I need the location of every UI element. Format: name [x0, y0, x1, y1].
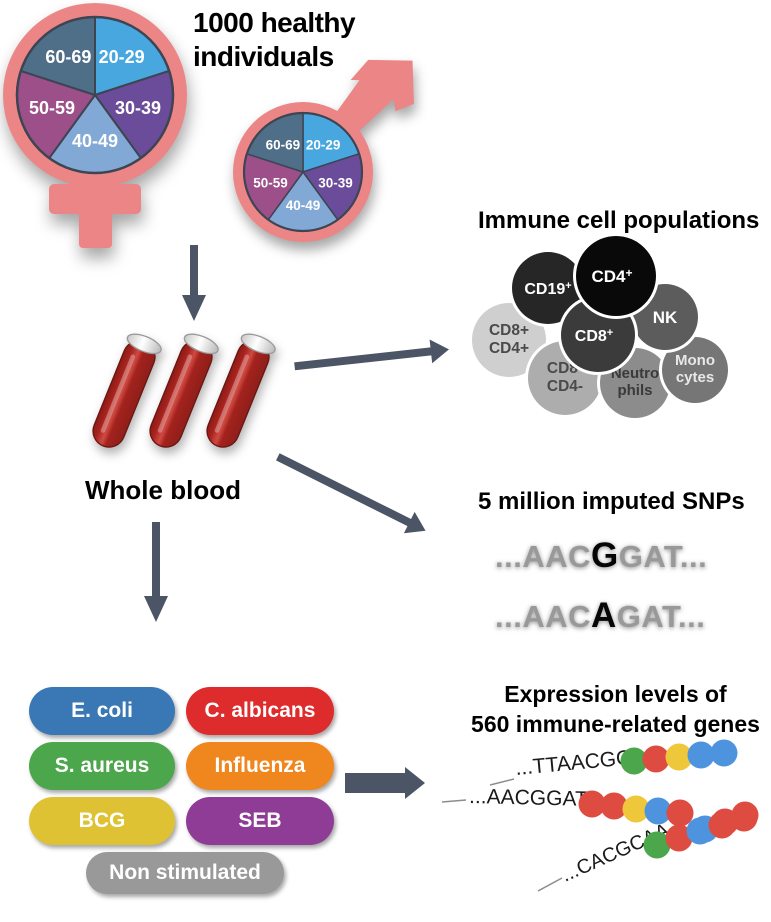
svg-text:...TTAACGG: ...TTAACGG — [514, 746, 633, 780]
svg-text:...AACGGAT: ...AACGGAT — [469, 785, 588, 811]
